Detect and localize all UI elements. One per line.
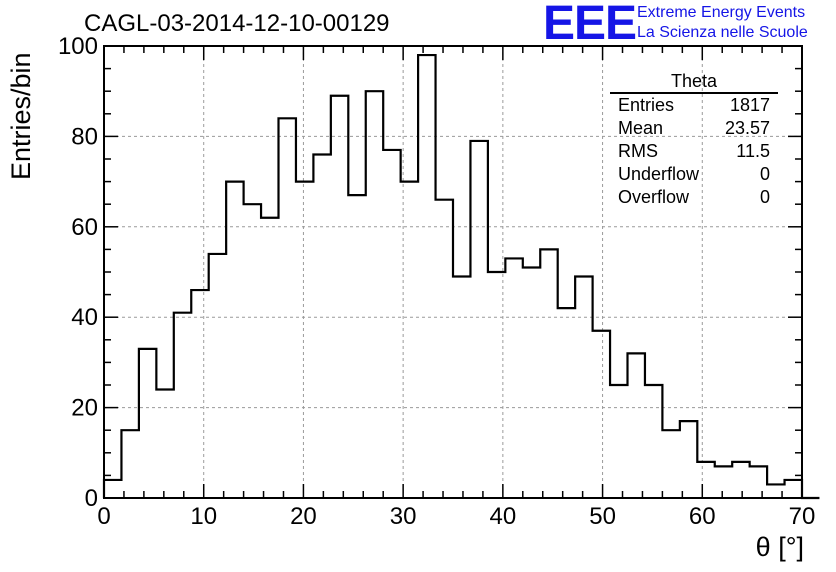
logo-text-line1: Extreme Energy Events [637, 4, 806, 21]
histogram-outline [102, 53, 820, 500]
stats-row-mean: Mean 23.57 [610, 117, 778, 140]
x-tick-label: 70 [789, 503, 816, 530]
x-axis-label: θ [°] [755, 532, 804, 562]
plot-frame [103, 45, 803, 499]
stats-row-underflow: Underflow 0 [610, 163, 778, 186]
y-tick-label: 0 [85, 485, 98, 512]
stats-box: Theta Entries 1817 Mean 23.57 RMS 11.5 U… [610, 70, 778, 209]
y-tick-label: 80 [71, 123, 98, 150]
stats-title: Theta [610, 70, 778, 94]
x-tick-label: 10 [190, 503, 217, 530]
y-tick-label: 40 [71, 304, 98, 331]
stats-value: 1817 [729, 95, 770, 115]
x-tick-label: 20 [290, 503, 317, 530]
stats-value: 0 [759, 164, 770, 184]
stats-label: Mean [618, 118, 664, 138]
tick-labels: 0 10 20 30 40 50 60 70 0 20 40 60 80 100 [58, 33, 815, 530]
stats-row-overflow: Overflow 0 [610, 186, 778, 209]
stats-label: RMS [618, 141, 658, 161]
eee-logo: EEE [543, 0, 637, 50]
x-tick-label: 30 [390, 503, 417, 530]
x-tick-label: 40 [490, 503, 517, 530]
logo-text-line2: La Scienza nelle Scuole [637, 24, 808, 41]
y-tick-label: 100 [58, 33, 98, 60]
stats-row-rms: RMS 11.5 [610, 140, 778, 163]
x-tick-label: 60 [689, 503, 716, 530]
y-tick-label: 20 [71, 395, 98, 422]
x-tick-label: 50 [589, 503, 616, 530]
y-tick-label: 60 [71, 214, 98, 241]
stats-label: Overflow [618, 187, 690, 207]
stats-value: 11.5 [736, 141, 770, 161]
stats-label: Entries [618, 95, 675, 115]
stats-value: 23.57 [724, 118, 770, 138]
stats-value: 0 [759, 187, 770, 207]
run-title: CAGL-03-2014-12-10-00129 [84, 10, 390, 37]
stats-label: Underflow [618, 164, 700, 184]
stats-row-entries: Entries 1817 [610, 94, 778, 117]
x-tick-label: 0 [97, 503, 110, 530]
y-axis-label: Entries/bin [6, 52, 36, 180]
